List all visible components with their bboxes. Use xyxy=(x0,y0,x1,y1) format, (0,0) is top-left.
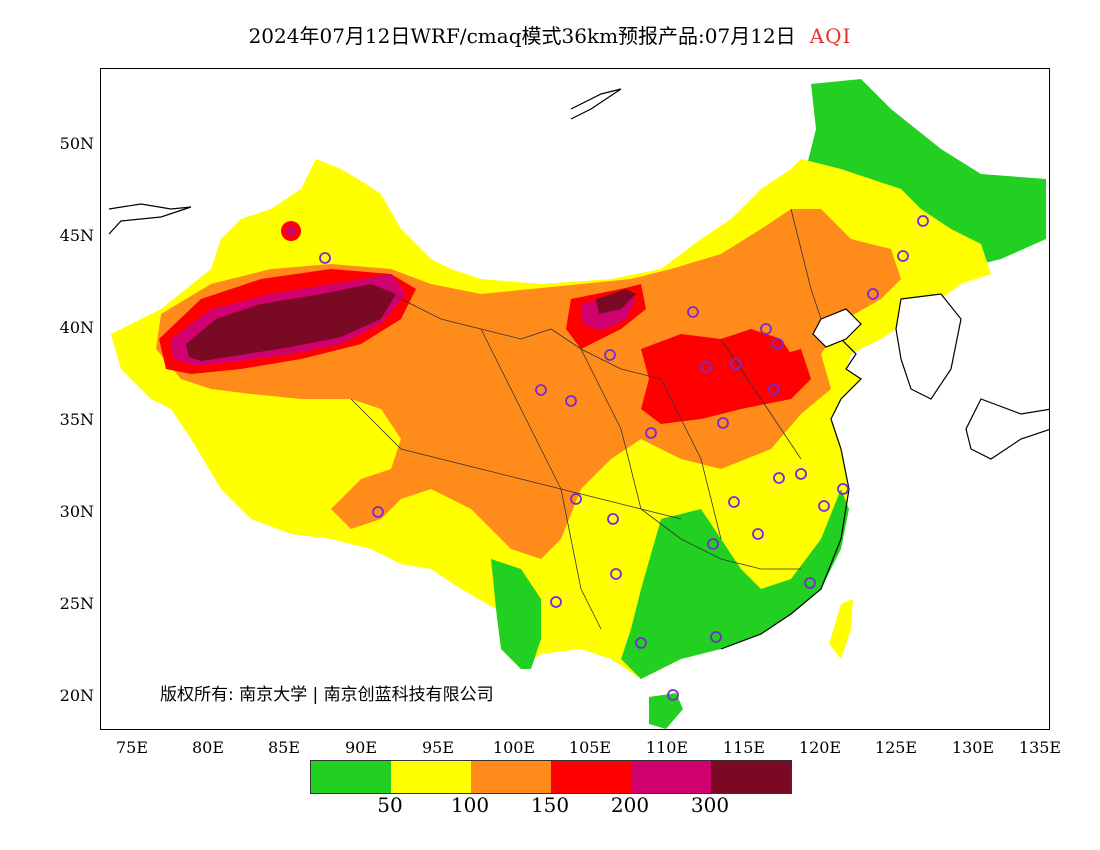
lon-label-100: 100E xyxy=(492,738,536,757)
lat-label-25: 25N xyxy=(59,594,94,613)
lat-label-35: 35N xyxy=(59,410,94,429)
lon-label-80: 80E xyxy=(191,738,225,757)
lat-label-20: 20N xyxy=(59,686,94,705)
legend-label-100: 100 xyxy=(450,793,490,817)
lon-label-75: 75E xyxy=(115,738,149,757)
taiwan xyxy=(829,599,853,659)
lat-label-50: 50N xyxy=(59,134,94,153)
region-green xyxy=(801,79,1046,269)
lat-label-30: 30N xyxy=(59,502,94,521)
region-green-southwest xyxy=(491,559,541,669)
legend-swatch-1 xyxy=(391,761,471,793)
legend-swatch-3 xyxy=(551,761,631,793)
lon-label-90: 90E xyxy=(344,738,378,757)
lon-label-85: 85E xyxy=(267,738,301,757)
region-darkred-west xyxy=(186,284,396,361)
legend-label-300: 300 xyxy=(690,793,730,817)
legend-label-150: 150 xyxy=(530,793,570,817)
lon-label-110: 110E xyxy=(645,738,689,757)
legend-swatch-4 xyxy=(631,761,711,793)
title-text: 2024年07月12日WRF/cmaq模式36km预报产品:07月12日 xyxy=(248,24,796,48)
korea xyxy=(895,293,962,400)
region-red-east xyxy=(766,349,811,399)
aqi-map xyxy=(108,79,1049,729)
color-legend xyxy=(310,760,792,794)
lon-label-125: 125E xyxy=(874,738,918,757)
legend-swatch-0 xyxy=(311,761,391,793)
bohai xyxy=(812,308,862,348)
region-darkred-north xyxy=(596,289,636,314)
sakhalin xyxy=(570,88,622,120)
legend-swatch-2 xyxy=(471,761,551,793)
hainan xyxy=(649,693,683,729)
lon-label-115: 115E xyxy=(722,738,766,757)
lon-label-105: 105E xyxy=(568,738,612,757)
legend-label-50: 50 xyxy=(377,793,403,817)
japan xyxy=(965,398,1049,460)
lon-label-95: 95E xyxy=(421,738,455,757)
lon-label-135: 135E xyxy=(1018,738,1062,757)
coastline xyxy=(720,318,862,650)
region-red-central xyxy=(641,329,801,424)
map-title: 2024年07月12日WRF/cmaq模式36km预报产品:07月12日 AQI xyxy=(0,20,1100,49)
legend-swatch-5 xyxy=(711,761,791,793)
kazakh-lake xyxy=(108,203,192,235)
map-area xyxy=(100,68,1050,730)
variable-label: AQI xyxy=(809,24,852,48)
lon-label-120: 120E xyxy=(798,738,842,757)
lat-label-45: 45N xyxy=(59,226,94,245)
copyright-text: 版权所有: 南京大学 | 南京创蓝科技有限公司 xyxy=(160,685,494,705)
lon-label-130: 130E xyxy=(951,738,995,757)
lat-label-40: 40N xyxy=(59,318,94,337)
legend-label-200: 200 xyxy=(610,793,650,817)
